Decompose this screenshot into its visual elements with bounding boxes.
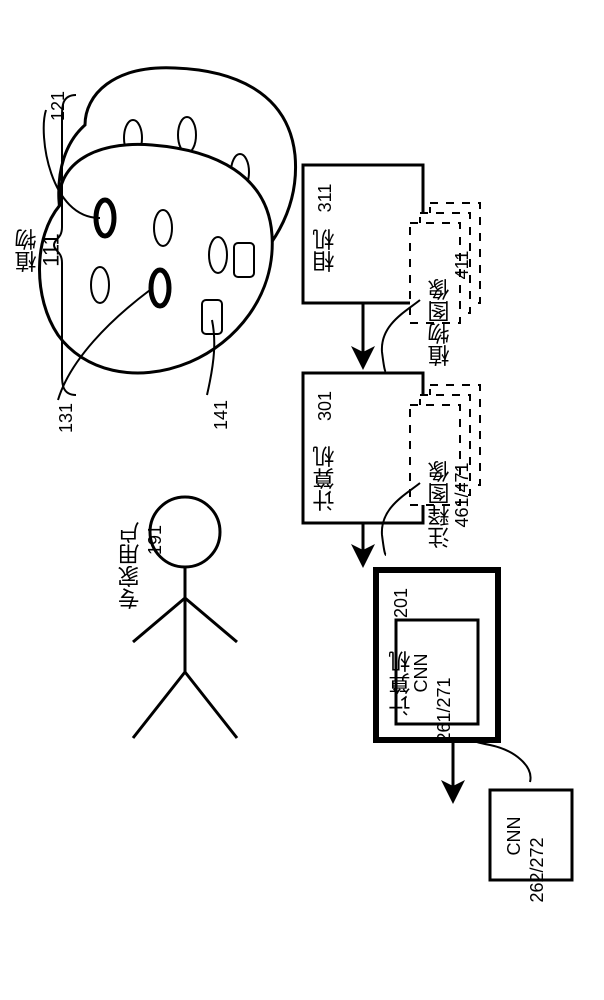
label-201-text: 计算机 [389, 650, 414, 716]
label-311-text: 相机 [313, 228, 338, 272]
expert-leg1 [133, 672, 185, 738]
label-311-num: 311 [315, 184, 335, 213]
label-201-num: 201 [391, 588, 411, 618]
label-cnn-in-line2: 261/271 [434, 677, 454, 742]
label-191-num: 191 [145, 525, 165, 555]
label-301-num: 301 [315, 391, 335, 421]
label-131: 131 [56, 403, 76, 433]
label-121: 121 [48, 91, 68, 121]
diagram-stage: 111植物121131141311相机301计算机201计算机CNN261/27… [0, 0, 604, 1000]
diagram-svg: 111植物121131141311相机301计算机201计算机CNN261/27… [0, 0, 604, 1000]
label-111-num: 111 [39, 233, 64, 266]
expert-leg2 [185, 672, 237, 738]
diagram-layer: 111植物121131141311相机301计算机201计算机CNN261/27… [15, 68, 573, 903]
label-cnn-out-line1: CNN [504, 817, 524, 856]
label-411: 411 [452, 251, 472, 280]
label-301-text: 计算机 [313, 445, 338, 511]
label-cnn-in-line1: CNN [411, 654, 431, 693]
label-191-text: 专家用户 [118, 521, 143, 609]
expert-arm2 [185, 598, 237, 642]
label-111-text: 植物 [15, 228, 40, 272]
label-461-471: 461/471 [452, 462, 472, 527]
label-cnn-out-line2: 262/272 [527, 837, 547, 902]
label-plant-images: 植物图像 [428, 278, 453, 366]
label-annot-images: 注释图像 [428, 460, 453, 548]
connector-cnn-outer [477, 742, 531, 782]
label-141: 141 [211, 400, 231, 430]
leaf-front [39, 144, 272, 373]
